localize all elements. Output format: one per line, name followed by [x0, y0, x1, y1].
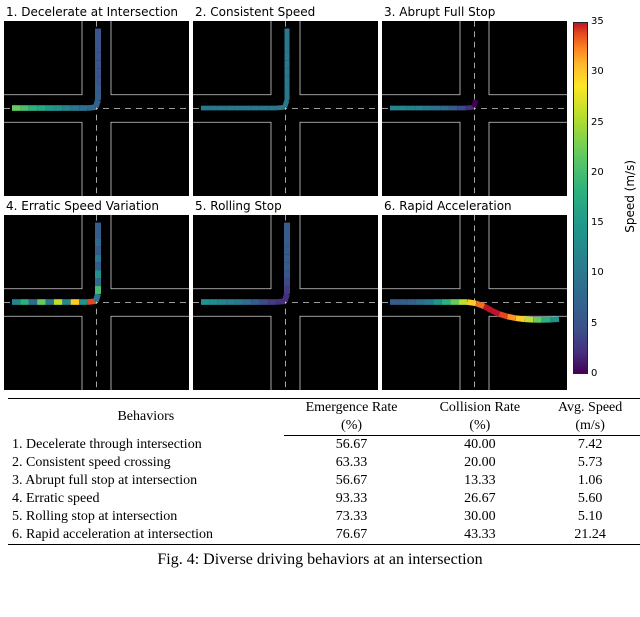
panel-title: 6. Rapid Acceleration: [382, 198, 567, 215]
panel-plot: [4, 215, 189, 390]
cell-behavior: 1. Decelerate through intersection: [8, 436, 284, 455]
figure-container: 1. Decelerate at Intersection 2. Consist…: [0, 0, 640, 573]
cell-collision: 40.00: [419, 436, 540, 455]
colorbar-tick: 20: [591, 167, 604, 178]
colorbar-tick: 0: [591, 368, 597, 379]
panel-title: 1. Decelerate at Intersection: [4, 4, 189, 21]
cell-avgspeed: 5.60: [540, 490, 640, 508]
col-header-behaviors: Behaviors: [8, 399, 284, 436]
cell-avgspeed: 21.24: [540, 526, 640, 545]
col-header-collision-1: Collision Rate: [419, 399, 540, 418]
panel-plot: [382, 21, 567, 196]
cell-behavior: 5. Rolling stop at intersection: [8, 508, 284, 526]
panel-plot: [382, 215, 567, 390]
cell-emergence: 56.67: [284, 436, 420, 455]
panel-title: 4. Erratic Speed Variation: [4, 198, 189, 215]
cell-avgspeed: 5.10: [540, 508, 640, 526]
panels-grid: 1. Decelerate at Intersection 2. Consist…: [4, 4, 567, 390]
colorbar-tick: 25: [591, 117, 604, 128]
table-row: 6. Rapid acceleration at intersection 76…: [8, 526, 640, 545]
colorbar-tick: 5: [591, 318, 597, 329]
panel-6: 6. Rapid Acceleration: [382, 198, 567, 390]
table-container: Behaviors Emergence Rate Collision Rate …: [8, 398, 640, 545]
colorbar-tick: 35: [591, 16, 604, 27]
colorbar-outer: 05101520253035 Speed (m/s): [571, 22, 625, 374]
table-row: 3. Abrupt full stop at intersection 56.6…: [8, 472, 640, 490]
cell-behavior: 6. Rapid acceleration at intersection: [8, 526, 284, 545]
panel-title: 3. Abrupt Full Stop: [382, 4, 567, 21]
cell-avgspeed: 5.73: [540, 454, 640, 472]
col-header-collision-2: (%): [419, 417, 540, 436]
panels-and-colorbar: 1. Decelerate at Intersection 2. Consist…: [4, 4, 636, 390]
colorbar-label: Speed (m/s): [623, 160, 637, 233]
colorbar-container: 05101520253035 Speed (m/s): [571, 4, 625, 374]
table-row: 1. Decelerate through intersection 56.67…: [8, 436, 640, 455]
col-header-emergence-1: Emergence Rate: [284, 399, 420, 418]
colorbar: [573, 22, 588, 374]
colorbar-tick: 10: [591, 267, 604, 278]
table-row: 2. Consistent speed crossing 63.33 20.00…: [8, 454, 640, 472]
table-row: 4. Erratic speed 93.33 26.67 5.60: [8, 490, 640, 508]
cell-emergence: 76.67: [284, 526, 420, 545]
col-header-avgspeed-1: Avg. Speed: [540, 399, 640, 418]
panel-5: 5. Rolling Stop: [193, 198, 378, 390]
colorbar-tick: 15: [591, 217, 604, 228]
panel-plot: [193, 215, 378, 390]
panel-2: 2. Consistent Speed: [193, 4, 378, 196]
panel-4: 4. Erratic Speed Variation: [4, 198, 189, 390]
table-row: 5. Rolling stop at intersection 73.33 30…: [8, 508, 640, 526]
cell-behavior: 4. Erratic speed: [8, 490, 284, 508]
cell-emergence: 56.67: [284, 472, 420, 490]
cell-behavior: 3. Abrupt full stop at intersection: [8, 472, 284, 490]
behaviors-table: Behaviors Emergence Rate Collision Rate …: [8, 398, 640, 545]
cell-emergence: 73.33: [284, 508, 420, 526]
col-header-avgspeed-2: (m/s): [540, 417, 640, 436]
figure-caption: Fig. 4: Diverse driving behaviors at an …: [4, 545, 636, 573]
cell-collision: 20.00: [419, 454, 540, 472]
cell-collision: 13.33: [419, 472, 540, 490]
cell-collision: 26.67: [419, 490, 540, 508]
panel-3: 3. Abrupt Full Stop: [382, 4, 567, 196]
panel-1: 1. Decelerate at Intersection: [4, 4, 189, 196]
cell-collision: 30.00: [419, 508, 540, 526]
cell-avgspeed: 1.06: [540, 472, 640, 490]
colorbar-tick: 30: [591, 66, 604, 77]
cell-avgspeed: 7.42: [540, 436, 640, 455]
col-header-emergence-2: (%): [284, 417, 420, 436]
panel-title: 2. Consistent Speed: [193, 4, 378, 21]
cell-emergence: 63.33: [284, 454, 420, 472]
cell-collision: 43.33: [419, 526, 540, 545]
panel-plot: [4, 21, 189, 196]
panel-title: 5. Rolling Stop: [193, 198, 378, 215]
cell-emergence: 93.33: [284, 490, 420, 508]
panel-plot: [193, 21, 378, 196]
cell-behavior: 2. Consistent speed crossing: [8, 454, 284, 472]
